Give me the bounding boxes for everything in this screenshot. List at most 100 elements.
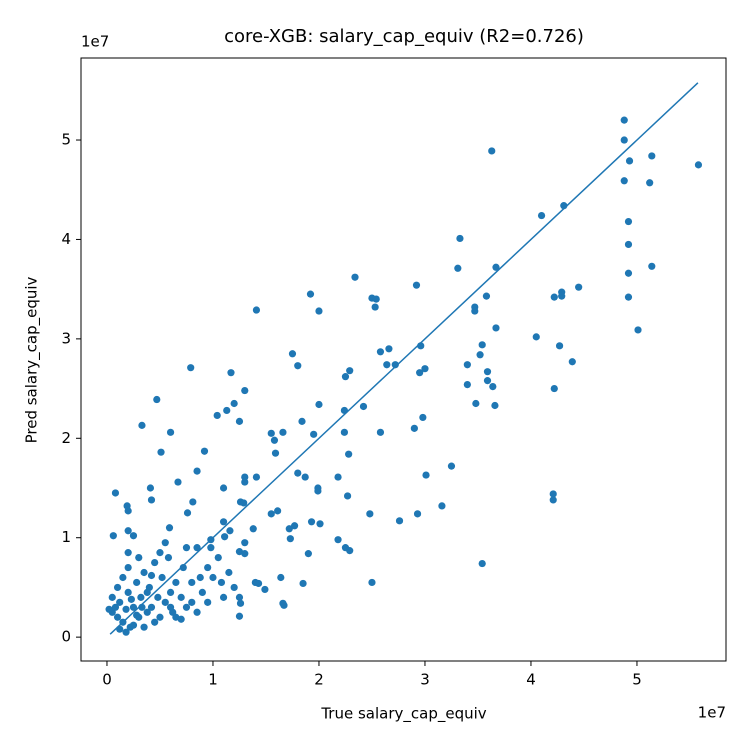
point (225, 568, 233, 577)
point (298, 417, 306, 425)
x-tick-label: 1 (208, 671, 218, 689)
point (113, 583, 122, 592)
point (625, 157, 634, 165)
point (235, 593, 244, 601)
x-axis-label: True salary_cap_equiv (320, 705, 486, 724)
point (483, 377, 492, 385)
point (285, 525, 293, 533)
point (209, 573, 217, 582)
point (189, 498, 197, 506)
point (288, 350, 297, 358)
point (119, 573, 127, 582)
point (124, 527, 132, 535)
point (286, 535, 294, 543)
point (219, 593, 228, 601)
point (235, 612, 244, 620)
x-tick-label: 0 (102, 671, 112, 689)
point (646, 179, 654, 187)
point (299, 579, 307, 588)
point (280, 601, 288, 609)
point (456, 234, 464, 243)
point (198, 588, 206, 596)
point (306, 290, 315, 298)
point (124, 549, 132, 557)
point (307, 518, 316, 526)
point (219, 484, 228, 492)
x-tick-label: 5 (632, 671, 642, 689)
point (204, 598, 212, 606)
point (251, 578, 259, 587)
point (241, 386, 249, 395)
point (151, 618, 159, 626)
point (138, 421, 146, 429)
point (351, 273, 359, 281)
point (124, 588, 132, 596)
point (174, 478, 182, 486)
point (391, 361, 399, 369)
point (416, 369, 424, 377)
point (315, 307, 323, 315)
point (193, 608, 201, 616)
chart-title: core-XGB: salary_cap_equiv (R2=0.726) (224, 26, 584, 47)
point (161, 598, 169, 606)
point (385, 345, 393, 353)
point (421, 365, 429, 373)
point (634, 326, 642, 334)
point (188, 598, 196, 606)
point (575, 283, 583, 291)
point (279, 428, 287, 436)
x-tick-label: 2 (314, 671, 324, 689)
point (240, 499, 248, 507)
point (395, 517, 404, 525)
point (343, 492, 352, 500)
point (271, 449, 280, 457)
point (372, 295, 380, 303)
point (447, 462, 456, 470)
point (137, 593, 145, 601)
point (156, 549, 164, 557)
y-tick-label: 0 (61, 628, 71, 646)
point (235, 417, 244, 425)
point (113, 613, 122, 621)
point (105, 605, 113, 613)
point (620, 136, 628, 144)
point (147, 603, 156, 611)
point (413, 510, 422, 518)
point (294, 362, 302, 370)
point (200, 447, 209, 455)
point (366, 510, 374, 518)
point (122, 628, 130, 636)
point (230, 583, 238, 592)
point (492, 324, 500, 332)
point (157, 448, 165, 456)
x-offset-label: 1e7 (698, 704, 726, 722)
point (694, 161, 703, 169)
point (124, 507, 132, 515)
point (166, 428, 175, 436)
point (146, 484, 155, 492)
point (227, 369, 235, 377)
point (241, 473, 249, 481)
point (177, 615, 185, 623)
point (252, 473, 261, 481)
y-axis-label: Pred salary_cap_equiv (23, 276, 42, 443)
point (129, 532, 138, 540)
point (648, 262, 656, 270)
point (410, 424, 418, 432)
point (419, 413, 427, 422)
point (483, 368, 492, 376)
point (334, 536, 342, 544)
point (301, 473, 309, 481)
point (129, 621, 138, 629)
point (129, 603, 138, 611)
point (314, 487, 322, 495)
point (236, 599, 245, 607)
point (463, 361, 471, 369)
point (620, 177, 628, 185)
point (345, 450, 353, 458)
x-tick-label: 4 (526, 671, 536, 689)
point (549, 496, 557, 504)
point (147, 496, 156, 504)
